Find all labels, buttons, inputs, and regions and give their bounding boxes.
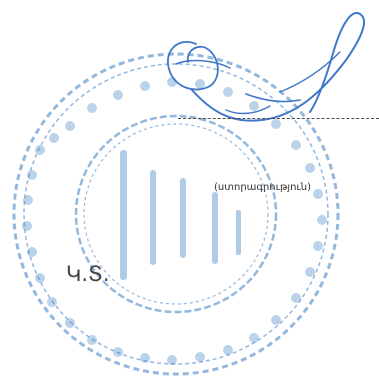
signature-line [178,118,379,119]
signature-caption: (ստորագրություն) [214,182,312,193]
seal-place-label: Կ.Տ. [66,262,110,286]
